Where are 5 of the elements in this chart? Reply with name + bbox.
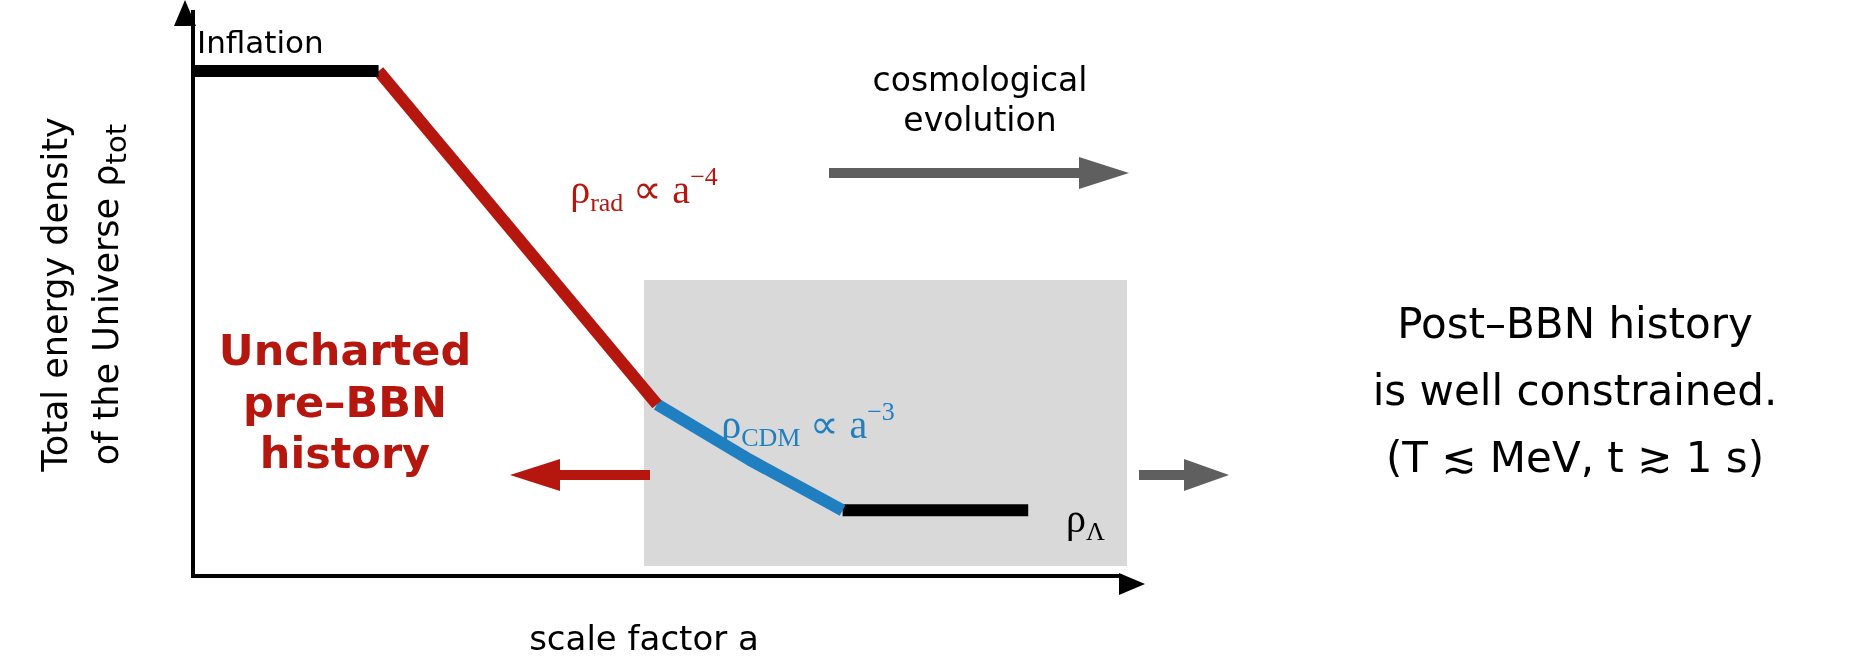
annotation: cosmological evolution	[871, 60, 1089, 140]
annotation: Uncharted pre–BBN history	[217, 325, 473, 480]
legend-label: Inflation	[197, 24, 324, 61]
text: Post–BBN history is well constrained. (T ≲ MeV, t ≳ 1 s)	[1371, 298, 1779, 485]
x-axis-title: scale factor a	[528, 618, 760, 659]
